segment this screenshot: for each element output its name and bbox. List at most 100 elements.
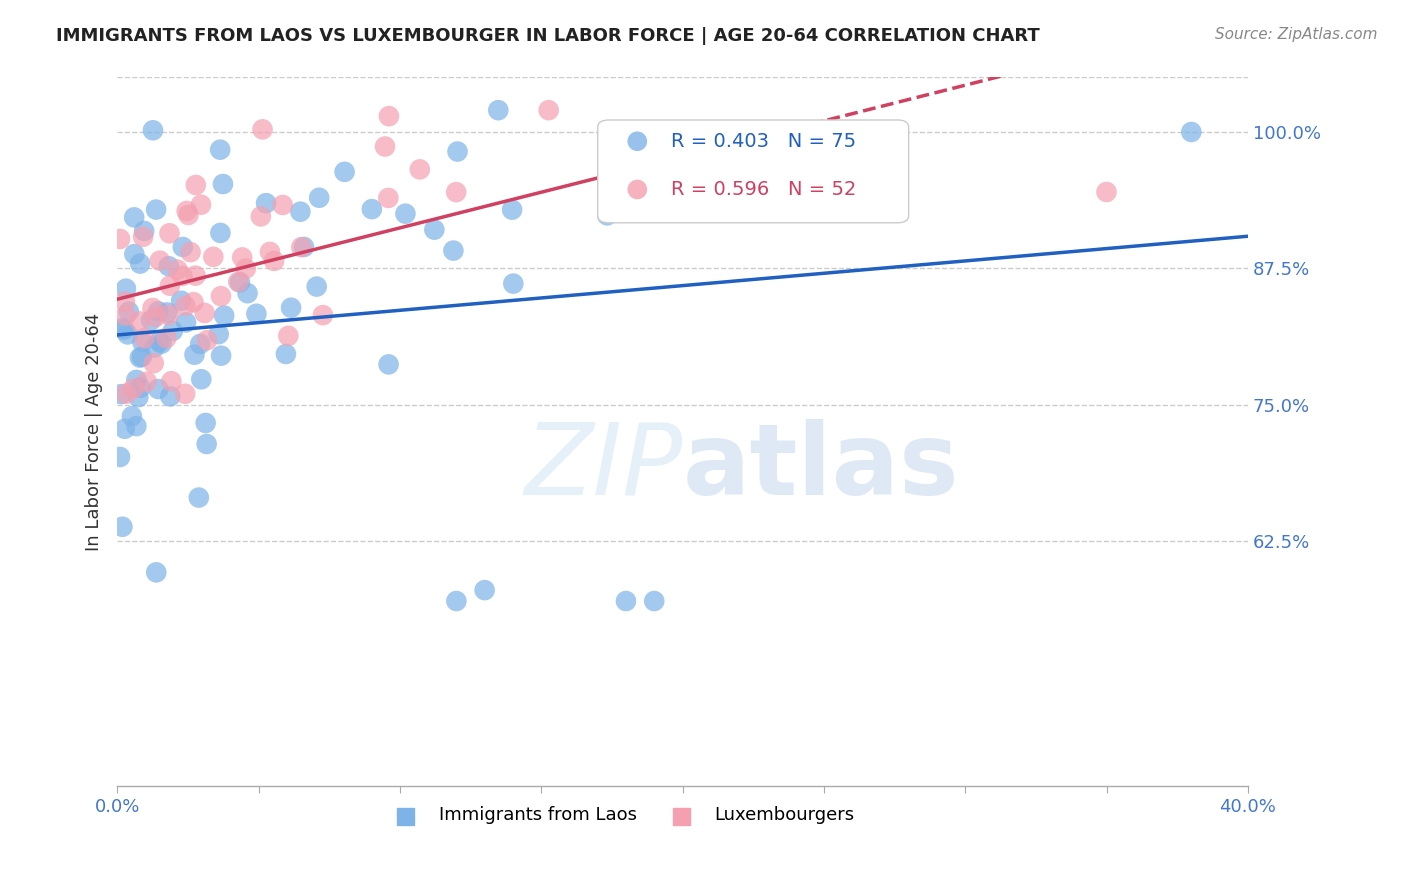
Point: [122, 382, 145, 396]
Point: [208, 327, 231, 342]
Point: [374, 139, 396, 153]
Point: [333, 165, 356, 179]
Point: [280, 301, 302, 315]
Point: [231, 251, 253, 265]
Point: [128, 314, 150, 328]
Point: [118, 304, 141, 318]
Point: [190, 372, 212, 386]
Point: [156, 305, 179, 319]
Point: [184, 178, 207, 192]
Point: [141, 301, 163, 315]
Point: [474, 583, 496, 598]
Point: [148, 382, 170, 396]
Point: [112, 323, 135, 337]
Point: [441, 244, 464, 258]
Point: [108, 450, 131, 464]
Point: [150, 336, 173, 351]
Point: [184, 268, 207, 283]
Point: [172, 240, 194, 254]
Text: atlas: atlas: [682, 419, 959, 516]
Point: [142, 356, 165, 370]
Point: [236, 286, 259, 301]
Point: [444, 185, 467, 199]
Legend: Immigrants from Laos, Luxembourgers: Immigrants from Laos, Luxembourgers: [388, 794, 863, 834]
Point: [110, 387, 132, 401]
Point: [378, 109, 401, 123]
Point: [245, 307, 267, 321]
Point: [1095, 185, 1118, 199]
Point: [114, 294, 136, 309]
Point: [277, 329, 299, 343]
Point: [125, 419, 148, 434]
Point: [226, 275, 249, 289]
Point: [160, 374, 183, 388]
Point: [209, 143, 232, 157]
Point: [190, 197, 212, 211]
Point: [235, 261, 257, 276]
Point: [172, 268, 194, 283]
Point: [229, 276, 252, 290]
Text: R = 0.403   N = 75: R = 0.403 N = 75: [671, 132, 856, 151]
Point: [129, 257, 152, 271]
Point: [111, 321, 134, 335]
Point: [195, 437, 218, 451]
Point: [131, 335, 153, 350]
Point: [486, 103, 509, 118]
Point: [148, 334, 170, 349]
Point: [115, 386, 138, 401]
Point: [170, 293, 193, 308]
Point: [159, 227, 181, 241]
Point: [614, 594, 637, 608]
Point: [194, 416, 217, 430]
Point: [446, 145, 468, 159]
Point: [122, 211, 145, 225]
Point: [157, 259, 180, 273]
Point: [162, 324, 184, 338]
Text: Source: ZipAtlas.com: Source: ZipAtlas.com: [1215, 27, 1378, 42]
Point: [212, 177, 235, 191]
Point: [121, 409, 143, 424]
Point: [250, 210, 273, 224]
Point: [377, 358, 399, 372]
Point: [125, 373, 148, 387]
Point: [114, 422, 136, 436]
Point: [174, 386, 197, 401]
Point: [124, 247, 146, 261]
Point: [188, 337, 211, 351]
Point: [180, 245, 202, 260]
Point: [134, 224, 156, 238]
Y-axis label: In Labor Force | Age 20-64: In Labor Force | Age 20-64: [86, 313, 103, 551]
Point: [360, 202, 382, 216]
Point: [135, 375, 157, 389]
Point: [129, 381, 152, 395]
Point: [423, 222, 446, 236]
Point: [290, 240, 312, 254]
Point: [292, 240, 315, 254]
Point: [194, 306, 217, 320]
Point: [142, 123, 165, 137]
Point: [174, 299, 197, 313]
Point: [209, 349, 232, 363]
Point: [409, 162, 432, 177]
Point: [159, 389, 181, 403]
Point: [127, 390, 149, 404]
Point: [305, 279, 328, 293]
Point: [209, 289, 232, 303]
Point: [446, 594, 468, 608]
Point: [263, 253, 285, 268]
Text: IMMIGRANTS FROM LAOS VS LUXEMBOURGER IN LABOR FORCE | AGE 20-64 CORRELATION CHAR: IMMIGRANTS FROM LAOS VS LUXEMBOURGER IN …: [56, 27, 1040, 45]
Point: [195, 333, 218, 347]
Point: [114, 309, 136, 323]
Point: [183, 348, 205, 362]
Point: [596, 208, 619, 222]
Point: [271, 198, 294, 212]
Point: [254, 196, 277, 211]
Point: [502, 277, 524, 291]
Point: [308, 191, 330, 205]
Point: [148, 304, 170, 318]
Text: ZIP: ZIP: [524, 419, 682, 516]
Point: [166, 262, 188, 277]
Point: [274, 347, 297, 361]
Point: [155, 331, 177, 345]
Point: [145, 566, 167, 580]
